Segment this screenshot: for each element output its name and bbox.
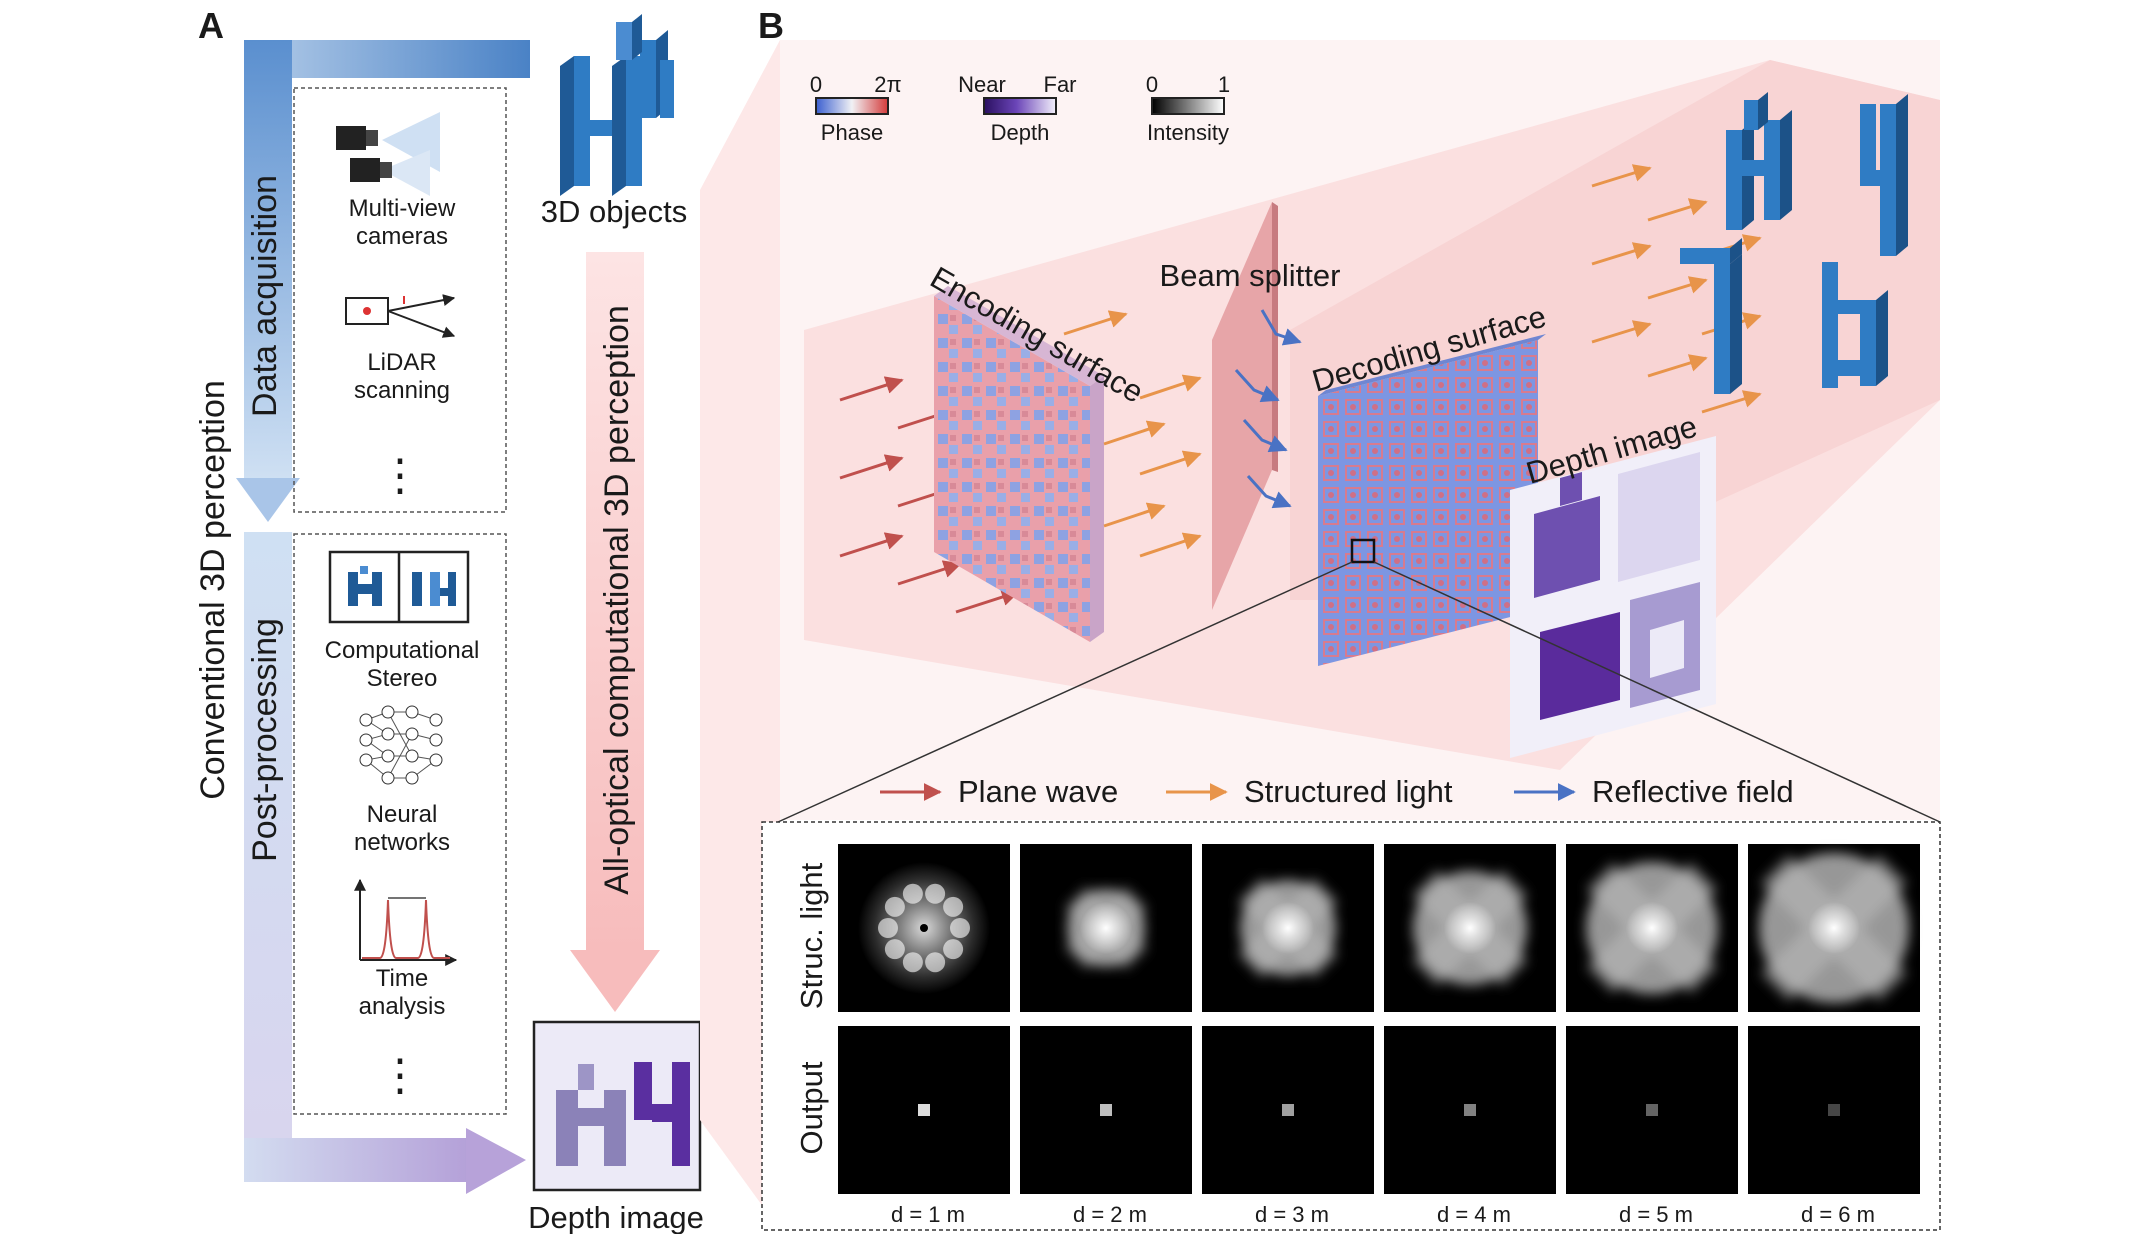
phase-name: Phase: [821, 120, 883, 145]
acquisition-box: [294, 88, 506, 512]
output-tile-1: [838, 1026, 1010, 1194]
objects-icon: [560, 14, 674, 196]
multi-view-line1: Multi-view: [349, 195, 456, 222]
multi-view-line2: cameras: [356, 223, 448, 250]
distance-label-4: d = 4 m: [1437, 1202, 1511, 1227]
row-label-output: Output: [794, 1061, 829, 1154]
depth-image-box: [534, 1022, 700, 1190]
struc-light-tile-5: [1566, 844, 1738, 1012]
struc-light-tile-3: [1202, 844, 1374, 1012]
conventional-label: Conventional 3D perception: [194, 380, 232, 800]
lidar-icon: [346, 296, 454, 336]
neural-network-icon: [360, 706, 442, 784]
objects-label: 3D objects: [541, 194, 687, 229]
depth-max: Far: [1044, 72, 1077, 97]
time-analysis-icon: [360, 880, 456, 960]
output-tile-3: [1202, 1026, 1374, 1194]
legend-plane: Plane wave: [958, 774, 1118, 809]
neural-line1: Neural: [367, 801, 438, 828]
post-processing-label: Post-processing: [246, 618, 284, 862]
depth-image-label: Depth image: [528, 1200, 704, 1234]
processing-ellipsis: ⋮: [378, 1051, 422, 1100]
distance-label-2: d = 2 m: [1073, 1202, 1147, 1227]
intensity-max: 1: [1218, 72, 1230, 97]
acquisition-ellipsis: ⋮: [378, 451, 422, 500]
distance-label-1: d = 1 m: [891, 1202, 965, 1227]
data-acquisition-label: Data acquisition: [246, 175, 284, 417]
legend-structured: Structured light: [1244, 774, 1453, 809]
stereo-line1: Computational: [325, 637, 480, 664]
row-label-struc: Struc. light: [794, 862, 829, 1009]
distance-label-6: d = 6 m: [1801, 1202, 1875, 1227]
camera-icon: [336, 112, 440, 196]
intensity-name: Intensity: [1147, 120, 1229, 145]
panel-a-label: A: [198, 5, 224, 46]
time-line2: analysis: [359, 993, 446, 1020]
depth-scale: [984, 98, 1056, 114]
beam-splitter-label: Beam splitter: [1160, 258, 1341, 293]
intensity-min: 0: [1146, 72, 1158, 97]
lidar-line1: LiDAR: [367, 349, 436, 376]
all-optical-label: All-optical computational 3D perception: [598, 305, 636, 895]
struc-light-tile-4: [1384, 844, 1556, 1012]
legend-reflective: Reflective field: [1592, 774, 1794, 809]
lidar-line2: scanning: [354, 377, 450, 404]
neural-line2: networks: [354, 829, 450, 856]
depth-min: Near: [958, 72, 1006, 97]
stereo-line2: Stereo: [367, 665, 438, 692]
output-tile-2: [1020, 1026, 1192, 1194]
output-tile-6: [1748, 1026, 1920, 1194]
time-line1: Time: [376, 965, 428, 992]
output-tile-4: [1384, 1026, 1556, 1194]
struc-light-tile-6: [1748, 844, 1920, 1012]
phase-scale: [816, 98, 888, 114]
distance-label-3: d = 3 m: [1255, 1202, 1329, 1227]
panel-b-label: B: [758, 5, 784, 46]
phase-max: 2π: [874, 72, 901, 97]
struc-light-tile-1: [838, 844, 1010, 1012]
struc-light-tile-2: [1020, 844, 1192, 1012]
stereo-icon: [330, 552, 468, 622]
output-tile-5: [1566, 1026, 1738, 1194]
depth-name: Depth: [991, 120, 1050, 145]
intensity-scale: [1152, 98, 1224, 114]
phase-min: 0: [810, 72, 822, 97]
distance-label-5: d = 5 m: [1619, 1202, 1693, 1227]
